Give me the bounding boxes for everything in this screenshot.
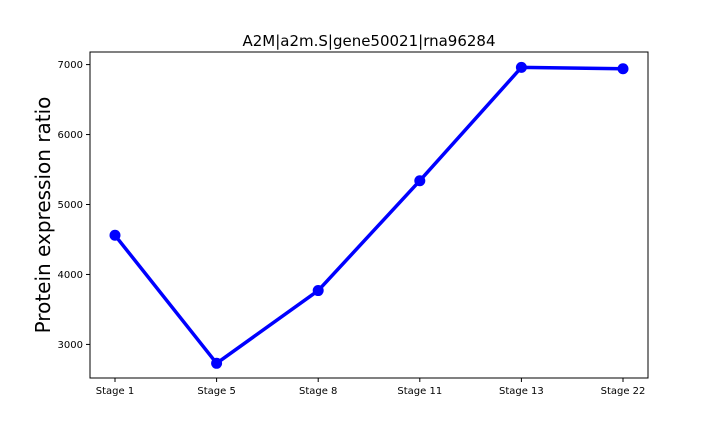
y-tick-label: 3000	[58, 340, 83, 351]
x-tick-label: Stage 11	[397, 386, 442, 397]
plot-area: Stage 1 Stage 5 Stage 8 Stage 11 Stage 13 Sta…	[58, 51, 649, 397]
data-point	[515, 61, 527, 73]
data-point	[312, 285, 324, 297]
x-tick-label: Stage 13	[499, 386, 544, 397]
series-line	[113, 65, 625, 366]
y-tick-label: 7000	[58, 60, 83, 71]
data-point	[109, 229, 121, 241]
data-point	[617, 63, 629, 75]
chart-title: A2M|a2m.S|gene50021|rna96284	[242, 32, 495, 50]
axes-frame	[89, 51, 649, 379]
data-point	[211, 357, 223, 369]
x-tick-label: Stage 5	[197, 386, 235, 397]
x-tick-label: Stage 22	[601, 386, 646, 397]
x-tick-label: Stage 8	[299, 386, 337, 397]
y-tick-label: 4000	[58, 270, 83, 281]
y-tick-label: 6000	[58, 130, 83, 141]
x-tick-label: Stage 1	[96, 386, 134, 397]
y-tick-label: 5000	[58, 200, 83, 211]
data-point	[414, 175, 426, 187]
y-axis-label: Protein expression ratio	[31, 97, 55, 334]
